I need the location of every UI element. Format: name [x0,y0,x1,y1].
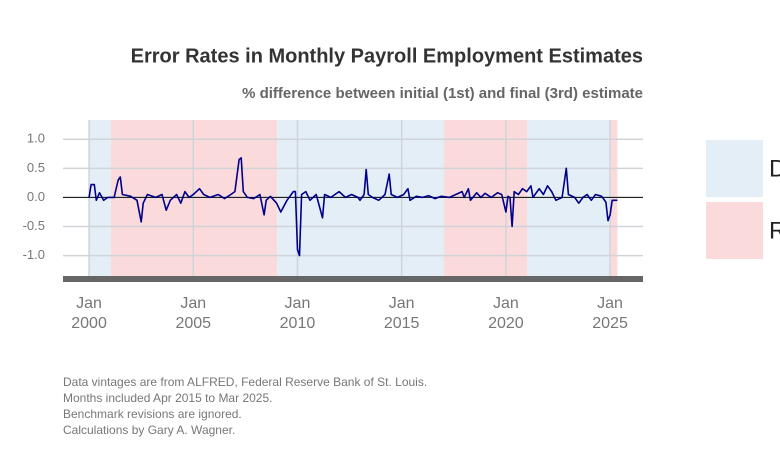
footnote: Months included Apr 2015 to Mar 2025. [63,391,272,405]
chart-subtitle: % difference between initial (1st) and f… [242,85,643,102]
footnote: Benchmark revisions are ignored. [63,407,242,421]
x-tick-label: Jan 2015 [383,295,420,332]
x-tick-label: Jan 2005 [175,295,212,332]
x-axis-bar [63,276,643,282]
footnote: Data vintages are from ALFRED, Federal R… [63,375,427,389]
data-line [88,157,618,257]
legend-label: D [769,155,780,182]
y-tick-label: 1.0 [27,131,45,146]
x-tick-label: Jan 2025 [592,295,628,332]
y-tick-label: -0.5 [23,218,45,233]
y-tick-label: 0.0 [27,189,45,204]
legend-swatch [706,140,763,197]
x-tick-label: Jan 2020 [488,295,524,332]
y-tick-label: -1.0 [23,247,45,262]
x-tick-label: Jan 2010 [279,295,316,332]
x-tick-label: Jan 2000 [71,295,107,332]
y-tick-label: 0.5 [27,160,45,175]
legend-label: R [769,217,780,244]
footnote: Calculations by Gary A. Wagner. [63,423,235,437]
legend-swatch [706,202,763,259]
chart-title: Error Rates in Monthly Payroll Employmen… [131,45,643,67]
